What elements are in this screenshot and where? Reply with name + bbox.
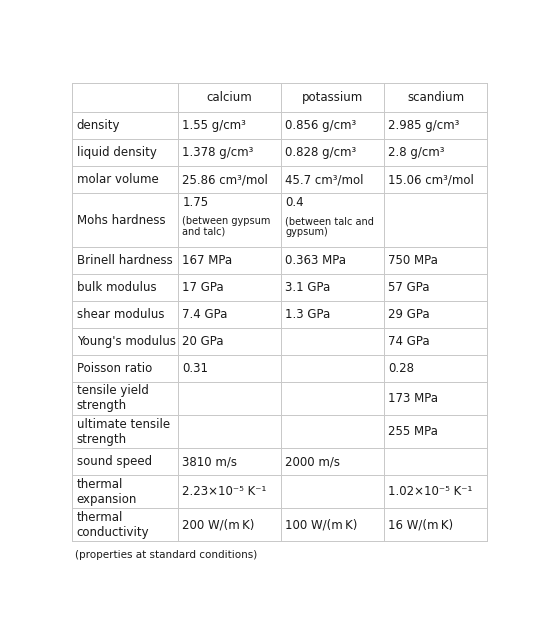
- Text: liquid density: liquid density: [76, 146, 157, 160]
- Text: 0.31: 0.31: [182, 362, 209, 375]
- Text: ultimate tensile
strength: ultimate tensile strength: [76, 418, 170, 446]
- Text: 3.1 GPa: 3.1 GPa: [286, 281, 330, 294]
- Text: 2000 m/s: 2000 m/s: [286, 455, 340, 468]
- Text: 2.8 g/cm³: 2.8 g/cm³: [388, 146, 444, 160]
- Text: shear modulus: shear modulus: [76, 308, 164, 321]
- Text: 1.3 GPa: 1.3 GPa: [286, 308, 330, 321]
- Text: 100 W/(m K): 100 W/(m K): [286, 518, 358, 531]
- Text: scandium: scandium: [407, 91, 464, 104]
- Text: density: density: [76, 119, 120, 132]
- Text: (properties at standard conditions): (properties at standard conditions): [75, 549, 257, 560]
- Text: Brinell hardness: Brinell hardness: [76, 254, 173, 267]
- Text: Poisson ratio: Poisson ratio: [76, 362, 152, 375]
- Text: 20 GPa: 20 GPa: [182, 335, 224, 348]
- Text: 0.363 MPa: 0.363 MPa: [286, 254, 346, 267]
- Text: 1.55 g/cm³: 1.55 g/cm³: [182, 119, 246, 132]
- Text: 0.4: 0.4: [286, 196, 304, 210]
- Text: 173 MPa: 173 MPa: [388, 392, 438, 405]
- Text: 0.828 g/cm³: 0.828 g/cm³: [286, 146, 357, 160]
- Text: 45.7 cm³/mol: 45.7 cm³/mol: [286, 173, 364, 186]
- Text: thermal
expansion: thermal expansion: [76, 478, 137, 506]
- Text: 57 GPa: 57 GPa: [388, 281, 430, 294]
- Text: 29 GPa: 29 GPa: [388, 308, 430, 321]
- Text: 200 W/(m K): 200 W/(m K): [182, 518, 255, 531]
- Text: 16 W/(m K): 16 W/(m K): [388, 518, 453, 531]
- Text: 2.985 g/cm³: 2.985 g/cm³: [388, 119, 460, 132]
- Text: calcium: calcium: [207, 91, 252, 104]
- Text: 1.75: 1.75: [182, 196, 209, 210]
- Text: 255 MPa: 255 MPa: [388, 425, 438, 438]
- Text: tensile yield
strength: tensile yield strength: [76, 384, 149, 412]
- Text: Mohs hardness: Mohs hardness: [76, 213, 165, 227]
- Text: 0.856 g/cm³: 0.856 g/cm³: [286, 119, 357, 132]
- Text: 74 GPa: 74 GPa: [388, 335, 430, 348]
- Text: 167 MPa: 167 MPa: [182, 254, 233, 267]
- Text: potassium: potassium: [302, 91, 363, 104]
- Text: 25.86 cm³/mol: 25.86 cm³/mol: [182, 173, 268, 186]
- Text: Young's modulus: Young's modulus: [76, 335, 176, 348]
- Text: 750 MPa: 750 MPa: [388, 254, 438, 267]
- Text: and talc): and talc): [182, 227, 225, 237]
- Text: thermal
conductivity: thermal conductivity: [76, 511, 150, 539]
- Text: 15.06 cm³/mol: 15.06 cm³/mol: [388, 173, 474, 186]
- Text: 17 GPa: 17 GPa: [182, 281, 224, 294]
- Text: 0.28: 0.28: [388, 362, 414, 375]
- Text: (between gypsum: (between gypsum: [182, 216, 271, 226]
- Text: molar volume: molar volume: [76, 173, 158, 186]
- Text: 7.4 GPa: 7.4 GPa: [182, 308, 228, 321]
- Text: 3810 m/s: 3810 m/s: [182, 455, 238, 468]
- Text: bulk modulus: bulk modulus: [76, 281, 156, 294]
- Text: (between talc and: (between talc and: [286, 216, 374, 226]
- Text: 1.378 g/cm³: 1.378 g/cm³: [182, 146, 254, 160]
- Text: gypsum): gypsum): [286, 227, 328, 237]
- Text: 1.02×10⁻⁵ K⁻¹: 1.02×10⁻⁵ K⁻¹: [388, 485, 472, 498]
- Text: 2.23×10⁻⁵ K⁻¹: 2.23×10⁻⁵ K⁻¹: [182, 485, 267, 498]
- Text: sound speed: sound speed: [76, 455, 152, 468]
